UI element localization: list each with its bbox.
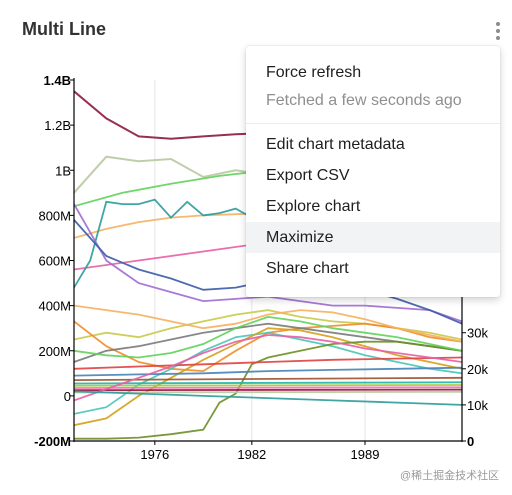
left-axis-tick-label: 1.2B [44, 118, 71, 133]
series-line [74, 384, 462, 387]
series-line [74, 390, 462, 406]
series-line [74, 331, 462, 415]
series-line [74, 315, 462, 359]
left-axis-tick-label: 1.4B [44, 73, 71, 88]
x-axis-tick-label: 1982 [237, 447, 266, 462]
more-options-icon[interactable] [488, 18, 508, 44]
force-refresh-menu-item[interactable]: Force refresh [266, 64, 362, 81]
right-axis-tick-label: 30k [467, 326, 488, 341]
edit-chart-metadata-menu-item[interactable]: Edit chart metadata [266, 136, 405, 153]
x-axis-tick-label: 1976 [140, 447, 169, 462]
chart-options-menu: Force refresh Fetched a few seconds ago … [246, 46, 500, 297]
left-axis-tick-label: 600M [38, 254, 71, 269]
series-line [74, 356, 462, 370]
left-axis-tick-label: 1B [55, 163, 71, 178]
series-line [74, 340, 462, 440]
left-axis-tick-label: 400M [38, 299, 71, 314]
right-axis-tick-label: 10k [467, 398, 488, 413]
left-axis-tick-label: 200M [38, 344, 71, 359]
left-axis-tick-label: 0 [64, 389, 71, 404]
watermark: @稀土掘金技术社区 [400, 470, 500, 482]
chart-title: Multi Line [22, 19, 106, 39]
series-line [74, 386, 462, 389]
series-line [74, 390, 462, 394]
export-csv-menu-item[interactable]: Export CSV [266, 167, 350, 184]
last-fetched-label: Fetched a few seconds ago [266, 92, 462, 109]
explore-chart-menu-item[interactable]: Explore chart [266, 198, 361, 215]
maximize-menu-item[interactable]: Maximize [246, 222, 500, 253]
series-line [74, 376, 462, 381]
left-axis-tick-label: 800M [38, 208, 71, 223]
series-line [74, 304, 462, 343]
left-axis-tick-label: -200M [34, 434, 71, 449]
share-chart-menu-item[interactable]: Share chart [266, 260, 349, 277]
menu-divider [246, 123, 500, 124]
series-line [74, 381, 462, 385]
right-axis-tick-label: 0 [467, 434, 474, 449]
series-line [74, 366, 462, 377]
x-axis-tick-label: 1989 [351, 447, 380, 462]
right-axis-tick-label: 20k [467, 362, 488, 377]
series-line [74, 388, 462, 392]
series-line [74, 334, 462, 402]
series-line [74, 327, 462, 427]
series-group [74, 90, 462, 440]
